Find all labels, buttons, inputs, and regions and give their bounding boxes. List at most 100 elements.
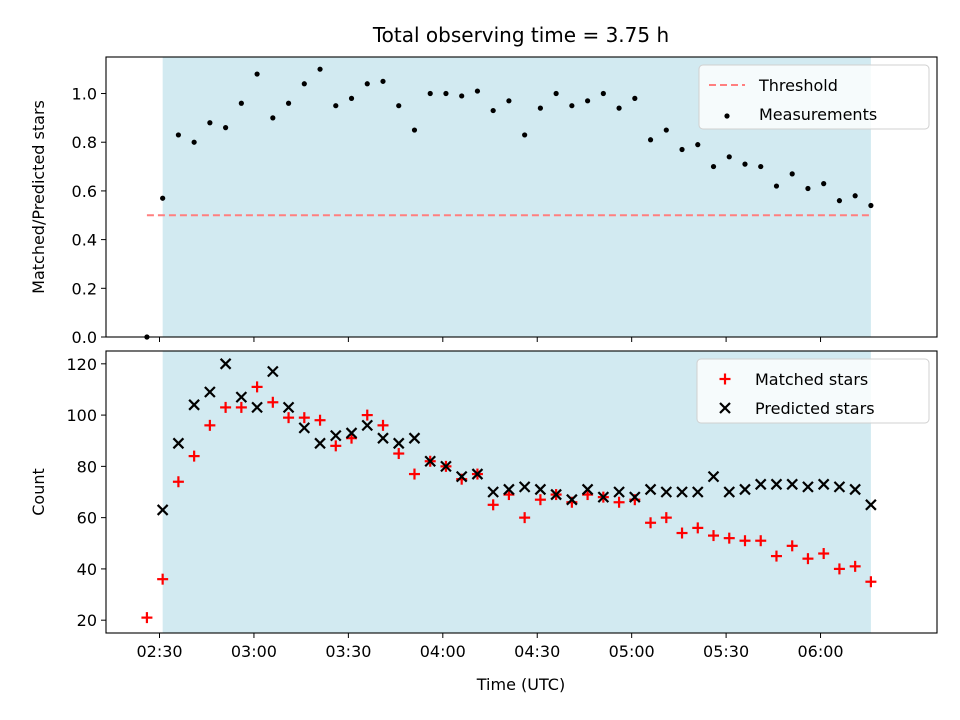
matched-star-point [723, 532, 735, 544]
y-tick-label: 0.6 [72, 182, 97, 201]
matched-star-point [802, 553, 814, 565]
legend-matched-swatch [719, 373, 731, 385]
y-tick-label: 0.2 [72, 279, 97, 298]
predicted-star-point [786, 478, 798, 491]
y-tick-label: 1.0 [72, 85, 97, 104]
predicted-star-point-b [707, 470, 720, 483]
predicted-star-point-b [660, 486, 673, 498]
matched-star-point [833, 563, 845, 575]
predicted-star-point [235, 391, 248, 403]
predicted-star-point [613, 486, 625, 498]
matched-star-point [708, 530, 720, 542]
predicted-star-point [597, 491, 610, 503]
measurement-point [443, 90, 449, 97]
x-tick-label: 04:30 [514, 642, 560, 661]
measurement-point [474, 88, 481, 94]
y-tick-label: 20 [77, 611, 97, 630]
series-matched-stars [141, 381, 877, 624]
predicted-star-point-b [314, 437, 326, 450]
matched-star-point [377, 419, 389, 431]
x-tick-label: 05:30 [703, 642, 749, 661]
matched-star-point [645, 517, 657, 529]
measurement-point [223, 125, 229, 131]
legend: Threshold Measurements [698, 64, 930, 130]
bottom-panel: 20 40 60 80 100 120 02:30 03:00 03:30 04:00 04:30 0… [29, 350, 938, 661]
matched-star-point [157, 573, 169, 585]
measurement-point [742, 161, 748, 167]
predicted-star-point-b [550, 488, 562, 501]
predicted-star-point-b [503, 483, 515, 496]
measurement-point [758, 163, 764, 170]
measurement-point [380, 78, 386, 84]
predicted-star-point-b [676, 486, 688, 498]
predicted-star-point [424, 455, 436, 468]
predicted-star-point-b [235, 391, 248, 403]
y-tick-label: 120 [66, 355, 97, 374]
predicted-star-point [188, 399, 200, 411]
matched-star-point [487, 499, 499, 511]
y-tick-label: 0.8 [72, 133, 97, 152]
predicted-star-point-b [455, 470, 468, 483]
predicted-star-point [802, 481, 814, 493]
measurement-point [459, 93, 465, 99]
predicted-star-point [503, 483, 515, 496]
measurement-point [585, 98, 591, 104]
measurement-point [553, 90, 559, 97]
predicted-star-point [691, 486, 704, 498]
matched-star-point [235, 401, 247, 413]
matched-star-point [534, 494, 546, 506]
predicted-star-point-b [865, 499, 877, 511]
y-axis-label: Count [29, 468, 48, 516]
matched-star-point [739, 535, 751, 547]
predicted-star-point [455, 470, 468, 483]
predicted-star-point [534, 483, 547, 496]
legend-label: Matched stars [755, 370, 868, 389]
legend: Matched stars Predicted stars [696, 358, 930, 424]
predicted-star-point [676, 486, 688, 498]
matched-star-point [692, 522, 704, 534]
predicted-star-point-b [487, 486, 499, 498]
predicted-star-point-b [849, 483, 861, 496]
measurement-point [254, 71, 260, 77]
predicted-star-point-b [361, 419, 374, 432]
legend-predicted-swatch-b [719, 402, 731, 414]
matched-star-point [613, 496, 625, 508]
predicted-star-point-b [644, 483, 657, 496]
predicted-star-point [156, 504, 169, 516]
predicted-star-point-b [629, 491, 641, 503]
predicted-star-point-b [786, 478, 798, 491]
measurement-point [238, 100, 244, 106]
measurement-point [285, 100, 292, 106]
measurement-point [317, 66, 323, 72]
predicted-star-point-b [739, 483, 751, 496]
matched-star-point [865, 576, 877, 588]
y-tick-label: 100 [66, 406, 97, 425]
x-tick-label: 06:00 [797, 642, 843, 661]
measurement-point [301, 81, 307, 87]
matched-star-point [849, 560, 861, 572]
predicted-star-point [550, 488, 562, 501]
predicted-star-point [817, 478, 830, 491]
predicted-star-point [566, 493, 578, 506]
measurement-point [270, 115, 276, 121]
predicted-star-point-b [330, 429, 342, 442]
matched-star-point [786, 540, 798, 552]
measurement-point [805, 185, 811, 192]
predicted-star-point [739, 483, 751, 496]
legend-box [698, 64, 930, 130]
measurement-point [773, 183, 780, 189]
predicted-star-point [267, 365, 279, 378]
predicted-star-point [219, 358, 232, 370]
predicted-star-point-b [723, 486, 736, 498]
predicted-star-point-b [424, 455, 436, 468]
matched-star-point [393, 448, 405, 460]
predicted-star-point-b [219, 358, 232, 370]
predicted-star-point [377, 432, 389, 444]
y-tick-label: 60 [77, 509, 97, 528]
predicted-star-point-b [754, 478, 767, 491]
measurement-point [522, 132, 528, 138]
predicted-star-point-b [392, 437, 405, 450]
predicted-star-point [471, 468, 484, 480]
measurement-point [569, 103, 575, 109]
predicted-star-point [361, 419, 374, 432]
